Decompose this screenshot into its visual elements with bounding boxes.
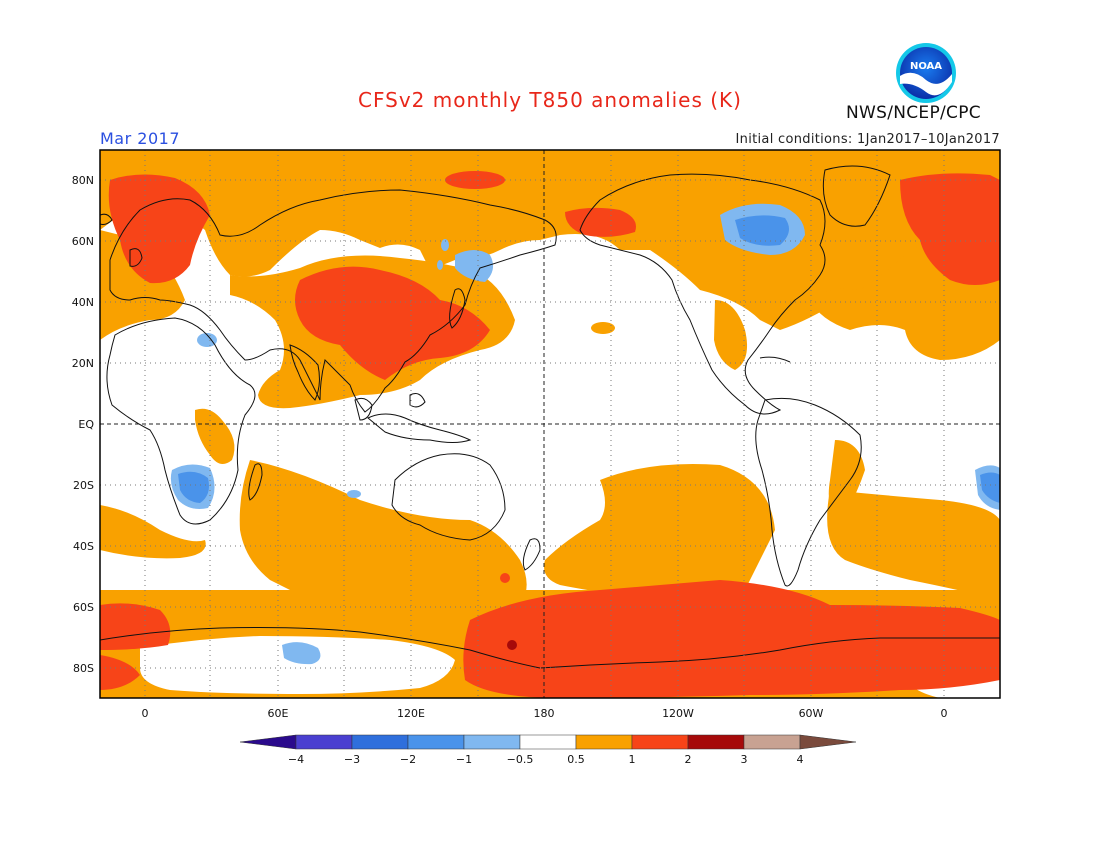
coastline-indonesia <box>367 413 472 443</box>
colorbar-segment <box>687 734 745 750</box>
colorbar-segment <box>407 734 465 750</box>
colorbar-segment <box>743 734 801 750</box>
lat-tick-label: 60S <box>73 601 94 614</box>
lon-tick-label: 0 <box>941 707 948 720</box>
map-grid <box>100 150 1000 698</box>
lon-tick-label: 60W <box>799 707 824 720</box>
coastline-japan <box>449 288 466 329</box>
colorbar-label: 0.5 <box>567 753 585 766</box>
colorbar-segment <box>575 734 633 750</box>
initial-conditions-label: Initial conditions: 1Jan2017–10Jan2017 <box>735 132 1000 147</box>
colorbar-label: 3 <box>741 753 748 766</box>
lon-tick-label: 120E <box>397 707 425 720</box>
coastline-north-america <box>579 173 826 415</box>
coastline-greenland <box>822 165 891 227</box>
lat-tick-label: 80N <box>72 174 94 187</box>
colorbar-label: 4 <box>797 753 804 766</box>
anomaly-region-2-to-3 <box>507 640 517 650</box>
lat-tick-label: 60N <box>72 235 94 248</box>
agency-label: NWS/NCEP/CPC <box>846 103 981 123</box>
logo-text: NOAA <box>910 61 942 72</box>
map-frame <box>99 149 1001 699</box>
coastline-australia <box>391 453 506 541</box>
colorbar-segment <box>631 734 689 750</box>
lon-tick-label: 120W <box>662 707 694 720</box>
lon-tick-label: 180 <box>534 707 555 720</box>
lat-tick-label: 40S <box>73 540 94 553</box>
coastline-british-isles <box>129 248 143 267</box>
lat-tick-label: 20S <box>73 479 94 492</box>
colorbar-label: 2 <box>685 753 692 766</box>
coastline-eurasia <box>109 189 557 413</box>
colorbar-label: −4 <box>288 753 304 766</box>
longitude-axis: 0 60E 120E 180 120W 60W 0 <box>142 707 948 720</box>
lon-tick-label: 60E <box>268 707 289 720</box>
colorbar: −4 −3 −2 −1 −0.5 0.5 1 2 3 4 <box>239 734 857 766</box>
colorbar-segment <box>351 734 409 750</box>
anomaly-region-negative <box>170 203 1000 665</box>
forecast-month: Mar 2017 <box>100 129 180 148</box>
coastline-india <box>289 344 320 401</box>
lat-tick-label: 80S <box>73 662 94 675</box>
lat-tick-label: EQ <box>78 418 94 431</box>
colorbar-label: −2 <box>400 753 416 766</box>
colorbar-label: 1 <box>629 753 636 766</box>
noaa-logo-icon: NOAA <box>896 43 956 103</box>
coastline-south-america <box>755 397 862 587</box>
chart-title: CFSv2 monthly T850 anomalies (K) <box>358 88 742 112</box>
colorbar-label: −0.5 <box>507 753 534 766</box>
colorbar-segment <box>799 734 857 750</box>
map-reference-lines <box>100 150 1000 698</box>
coastline-new-zealand <box>522 538 541 571</box>
lat-tick-label: 20N <box>72 357 94 370</box>
colorbar-segment <box>295 734 353 750</box>
colorbar-segment <box>519 734 577 750</box>
colorbar-label: −1 <box>456 753 472 766</box>
colorbar-label: −3 <box>344 753 360 766</box>
latitude-axis: 80N 60N 40N 20N EQ 20S 40S 60S 80S <box>72 174 95 675</box>
lat-tick-label: 40N <box>72 296 94 309</box>
colorbar-segment <box>239 734 297 750</box>
lon-tick-label: 0 <box>142 707 149 720</box>
colorbar-segment <box>463 734 521 750</box>
coastline-madagascar <box>248 463 263 501</box>
